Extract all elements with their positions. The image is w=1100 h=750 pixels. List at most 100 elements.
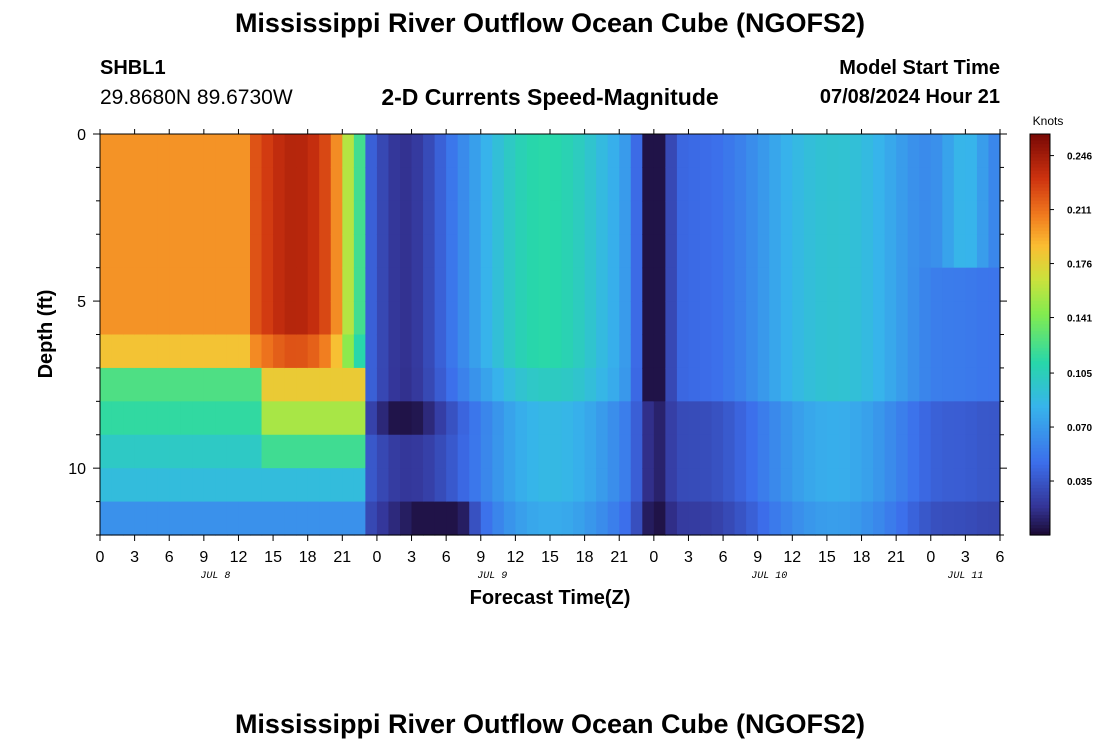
heatmap-cell [353, 401, 366, 436]
heatmap-cell [503, 267, 516, 302]
heatmap-cell [746, 367, 759, 402]
colorbar-segment [1030, 137, 1050, 142]
heatmap-cell [226, 167, 240, 202]
heatmap-cell [342, 267, 355, 302]
heatmap-cell [919, 367, 932, 402]
heatmap-cell [826, 267, 840, 302]
heatmap-cell [792, 134, 805, 169]
heatmap-cell [261, 334, 274, 369]
heatmap-cell [411, 301, 424, 336]
heatmap-cell [434, 367, 447, 402]
heatmap-cell [630, 267, 643, 302]
heatmap-cell [434, 434, 447, 469]
heatmap-cell [492, 501, 505, 536]
heatmap-cell [861, 468, 874, 503]
heatmap-cell [630, 167, 643, 202]
colorbar-segment [1030, 224, 1050, 229]
speed-heatmap-chart: 0 3 6 9 12 15 18 21 0 3 6 9 12 15 18 21 0 3 6 9 12 15 18 21 0 3 6 J… [35, 114, 1092, 609]
heatmap-cell [896, 367, 909, 402]
heatmap-cell [446, 301, 459, 336]
heatmap-cell [480, 267, 493, 302]
heatmap-cell [330, 434, 343, 469]
heatmap-cell [238, 434, 251, 469]
x-tick-label: 6 [442, 549, 451, 566]
heatmap-cell [850, 468, 863, 503]
heatmap-cell [873, 367, 886, 402]
heatmap-cell [423, 267, 436, 302]
heatmap-cell [411, 468, 424, 503]
heatmap-cell [653, 200, 666, 235]
heatmap-cell [100, 468, 113, 503]
heatmap-cell [711, 334, 724, 369]
heatmap-cell [457, 367, 470, 402]
heatmap-cell [723, 200, 736, 235]
heatmap-cell [607, 234, 620, 269]
heatmap-cell [665, 234, 678, 269]
heatmap-cell [457, 134, 470, 169]
heatmap-cell [642, 334, 655, 369]
colorbar-segment [1030, 167, 1050, 172]
heatmap-cell [134, 334, 147, 369]
heatmap-cell [100, 301, 113, 336]
heatmap-cell [157, 401, 170, 436]
heatmap-cell [526, 301, 540, 336]
heatmap-cell [273, 234, 286, 269]
heatmap-cell [596, 367, 609, 402]
heatmap-cell [976, 367, 990, 402]
heatmap-cell [434, 501, 447, 536]
heatmap-cell [365, 134, 378, 169]
heatmap-cell [619, 367, 632, 402]
colorbar-segment [1030, 491, 1050, 496]
colorbar-segment [1030, 164, 1050, 169]
heatmap-cell [792, 301, 805, 336]
heatmap-cell [665, 167, 678, 202]
heatmap-cell [457, 501, 470, 536]
colorbar-segment [1030, 384, 1050, 389]
heatmap-cell [988, 200, 1001, 235]
heatmap-cell [769, 434, 782, 469]
heatmap-cell [273, 434, 286, 469]
heatmap-cell [330, 234, 343, 269]
heatmap-cell [723, 267, 736, 302]
colorbar-segment [1030, 291, 1050, 295]
heatmap-cell [526, 434, 540, 469]
colorbar-segment [1030, 411, 1050, 416]
heatmap-cell [700, 367, 713, 402]
heatmap-cell [146, 134, 159, 169]
heatmap-cell [146, 401, 159, 436]
heatmap-cell [942, 501, 955, 536]
heatmap-cell [907, 200, 920, 235]
colorbar-segment [1030, 347, 1050, 352]
heatmap-cell [792, 468, 805, 503]
heatmap-cell [573, 501, 586, 536]
heatmap-cell [307, 367, 320, 402]
heatmap-cell [319, 200, 332, 235]
heatmap-cells [100, 134, 1001, 536]
heatmap-cell [411, 401, 424, 436]
colorbar-segment [1030, 377, 1050, 382]
heatmap-cell [284, 501, 297, 536]
colorbar-segment [1030, 207, 1050, 212]
heatmap-cell [711, 267, 724, 302]
heatmap-cell [434, 334, 447, 369]
heatmap-cell [250, 267, 263, 302]
heatmap-cell [850, 234, 863, 269]
heatmap-cell [757, 167, 770, 202]
heatmap-cell [584, 200, 597, 235]
heatmap-cell [434, 301, 447, 336]
x-tick-label: 21 [610, 549, 628, 566]
heatmap-cell [238, 501, 251, 536]
heatmap-cell [676, 501, 690, 536]
colorbar-segment [1030, 214, 1050, 219]
heatmap-cell [111, 234, 124, 269]
heatmap-cell [388, 501, 401, 536]
heatmap-cell [550, 468, 563, 503]
heatmap-cell [330, 301, 343, 336]
x-date-label: JUL 11 [947, 571, 983, 582]
heatmap-cell [723, 234, 736, 269]
heatmap-cell [976, 468, 990, 503]
heatmap-cell [480, 134, 493, 169]
heatmap-cell [965, 468, 978, 503]
heatmap-cell [757, 401, 770, 436]
heatmap-cell [100, 367, 113, 402]
